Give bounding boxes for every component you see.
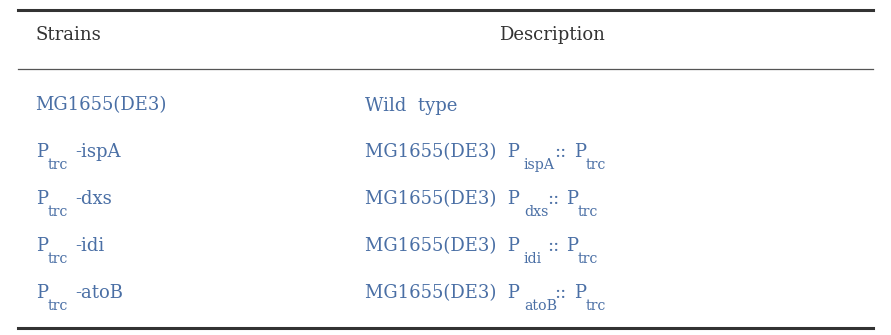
Text: Description: Description [500,26,605,44]
Text: Wild  type: Wild type [365,96,458,115]
Text: ::: :: [554,284,567,302]
Text: ispA: ispA [524,158,555,172]
Text: P: P [574,143,585,161]
Text: -atoB: -atoB [76,284,124,302]
Text: P: P [574,284,585,302]
Text: P: P [567,237,578,255]
Text: MG1655(DE3)  P: MG1655(DE3) P [365,143,520,161]
Text: P: P [36,143,47,161]
Text: dxs: dxs [524,205,548,219]
Text: trc: trc [47,205,68,219]
Text: ::: :: [546,237,559,255]
Text: -idi: -idi [76,237,105,255]
Text: MG1655(DE3): MG1655(DE3) [36,96,167,115]
Text: idi: idi [524,252,542,266]
Text: trc: trc [47,158,68,172]
Text: -ispA: -ispA [76,143,121,161]
Text: trc: trc [578,205,598,219]
Text: -dxs: -dxs [76,190,112,208]
Text: Strains: Strains [36,26,102,44]
Text: trc: trc [585,158,606,172]
Text: P: P [36,190,47,208]
Text: atoB: atoB [524,299,557,313]
Text: trc: trc [585,299,606,313]
Text: MG1655(DE3)  P: MG1655(DE3) P [365,190,520,208]
Text: ::: :: [554,143,567,161]
Text: MG1655(DE3)  P: MG1655(DE3) P [365,237,520,255]
Text: P: P [567,190,578,208]
Text: P: P [36,237,47,255]
Text: trc: trc [47,299,68,313]
Text: P: P [36,284,47,302]
Text: MG1655(DE3)  P: MG1655(DE3) P [365,284,520,302]
Text: trc: trc [47,252,68,266]
Text: ::: :: [546,190,559,208]
Text: trc: trc [578,252,598,266]
